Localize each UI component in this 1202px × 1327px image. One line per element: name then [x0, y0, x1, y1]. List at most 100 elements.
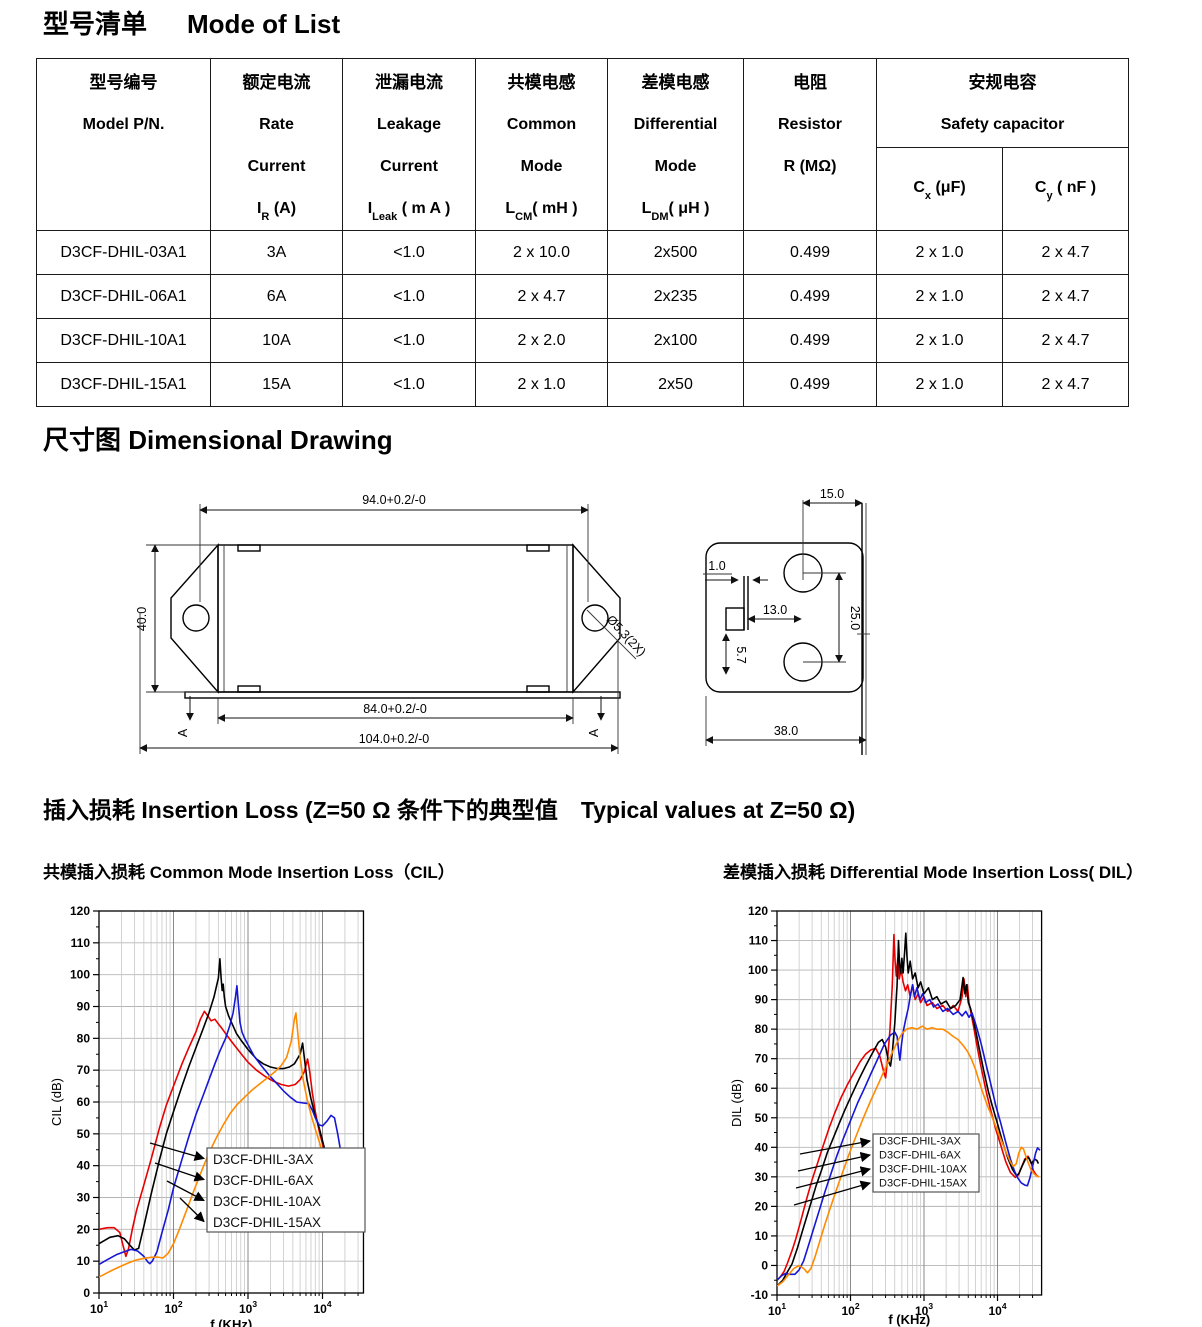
model-list-table: 型号编号 Model P/N. 额定电流 Rate Current IR (A)…: [36, 58, 1129, 407]
cil-chart: 0 10 20 30 40 50 60 70 80 90 100 110 120 101 102 103 104…: [49, 904, 366, 1327]
cell-leakage: <1.0: [342, 274, 476, 319]
cell-ldm: 2x500: [607, 230, 744, 275]
cil-chart-title: 共模插入损耗 Common Mode Insertion Loss（CIL）: [43, 863, 455, 882]
col-header-common-mode: 共模电感 Common Mode LCM( mH ): [475, 58, 608, 231]
y-axis-label: CIL (dB): [49, 1078, 64, 1126]
cell-ldm: 2x100: [607, 318, 744, 363]
cell-cx: 2 x 1.0: [876, 230, 1003, 275]
section-mark-a-right: A: [587, 728, 601, 737]
dim-40: 40.0: [135, 607, 149, 631]
table-row: D3CF-DHIL-15A1 15A <1.0 2 x 1.0 2x50 0.4…: [36, 362, 1129, 407]
series-D3CF-DHIL-10AX: [777, 984, 1041, 1281]
dim-hole: Ø5.3(2X): [604, 612, 649, 659]
section-mark-a-left: A: [176, 728, 190, 737]
legend-box: [872, 1133, 980, 1193]
dim-84: 84.0+0.2/-0: [363, 702, 427, 716]
svg-text:20: 20: [77, 1222, 91, 1236]
cell-lcm: 2 x 1.0: [475, 362, 608, 407]
front-view: 94.0+0.2/-0 40.0 84.0+0.2/-0 104.0+0.2/-…: [135, 493, 649, 754]
cell-cy: 2 x 4.7: [1002, 362, 1129, 407]
insertion-loss-title: 插入损耗 Insertion Loss (Z=50 Ω 条件下的典型值 Typi…: [43, 797, 856, 823]
cell-ldm: 2x50: [607, 362, 744, 407]
col-header-safety-capacitor: 安规电容 Safety capacitor: [876, 58, 1129, 148]
dim-13: 13.0: [763, 603, 787, 617]
svg-text:102: 102: [164, 1299, 182, 1316]
cell-cy: 2 x 4.7: [1002, 230, 1129, 275]
cell-rate: 10A: [210, 318, 343, 363]
dim-25: 25.0: [848, 606, 862, 630]
cell-leakage: <1.0: [342, 230, 476, 275]
side-view: 15.0 25.0 1.0 13.0 5.7 38.0: [703, 487, 870, 755]
cell-cx: 2 x 1.0: [876, 274, 1003, 319]
cell-r: 0.499: [743, 230, 877, 275]
cell-r: 0.499: [743, 318, 877, 363]
series-D3CF-DHIL-15AX: [777, 1025, 1040, 1287]
cell-rate: 3A: [210, 230, 343, 275]
dim-104: 104.0+0.2/-0: [359, 732, 430, 746]
legend-label: D3CF-DHIL-6AX: [879, 1150, 962, 1162]
col-header-resistor: 电阻 Resistor R (MΩ): [743, 58, 877, 231]
svg-text:90: 90: [755, 993, 769, 1007]
cell-model: D3CF-DHIL-10A1: [36, 318, 211, 363]
svg-text:101: 101: [768, 1301, 786, 1318]
svg-text:100: 100: [70, 968, 90, 982]
cell-lcm: 2 x 2.0: [475, 318, 608, 363]
cell-cy: 2 x 4.7: [1002, 274, 1129, 319]
svg-text:110: 110: [749, 934, 769, 948]
dim-1: 1.0: [708, 559, 725, 573]
x-axis-label: f (KHz): [888, 1312, 930, 1327]
dimensional-drawing: 94.0+0.2/-0 40.0 84.0+0.2/-0 104.0+0.2/-…: [135, 487, 870, 755]
svg-text:0: 0: [761, 1258, 768, 1272]
cell-r: 0.499: [743, 362, 877, 407]
cell-model: D3CF-DHIL-15A1: [36, 362, 211, 407]
cell-cx: 2 x 1.0: [876, 362, 1003, 407]
col-header-model: 型号编号 Model P/N.: [36, 58, 211, 231]
cell-leakage: <1.0: [342, 362, 476, 407]
svg-text:0: 0: [83, 1286, 90, 1300]
model-list-title: 型号清单 Mode of List: [43, 4, 340, 41]
legend-box: [206, 1147, 366, 1233]
svg-text:50: 50: [755, 1111, 769, 1125]
cell-model: D3CF-DHIL-06A1: [36, 274, 211, 319]
svg-text:102: 102: [841, 1301, 859, 1318]
svg-text:100: 100: [748, 963, 768, 977]
x-axis-label: f (KHz): [210, 1317, 252, 1327]
legend-label: D3CF-DHIL-3AX: [213, 1152, 314, 1167]
table-row: D3CF-DHIL-03A1 3A <1.0 2 x 10.0 2x500 0.…: [36, 230, 1129, 275]
mounting-hole-left: [182, 604, 210, 632]
col-header-leakage-current: 泄漏电流 Leakage Current ILeak ( m A ): [342, 58, 476, 231]
svg-text:70: 70: [755, 1052, 769, 1066]
svg-text:110: 110: [71, 936, 91, 950]
legend-label: D3CF-DHIL-6AX: [213, 1173, 314, 1188]
dimension-title: 尺寸图 Dimensional Drawing: [43, 425, 393, 455]
svg-text:-10: -10: [751, 1288, 769, 1302]
svg-text:60: 60: [77, 1095, 91, 1109]
svg-text:10: 10: [77, 1254, 91, 1268]
col-header-differential-mode: 差模电感 Differential Mode LDM( μH ): [607, 58, 744, 231]
cell-lcm: 2 x 4.7: [475, 274, 608, 319]
svg-text:90: 90: [77, 1000, 91, 1014]
cell-ldm: 2x235: [607, 274, 744, 319]
cell-r: 0.499: [743, 274, 877, 319]
series-D3CF-DHIL-6AX: [777, 932, 1040, 1287]
cell-leakage: <1.0: [342, 318, 476, 363]
dim-15: 15.0: [820, 487, 844, 501]
svg-text:120: 120: [748, 904, 768, 918]
cell-lcm: 2 x 10.0: [475, 230, 608, 275]
svg-text:10: 10: [755, 1229, 769, 1243]
svg-text:30: 30: [755, 1170, 769, 1184]
dim-38: 38.0: [774, 724, 798, 738]
legend-label: D3CF-DHIL-10AX: [879, 1164, 968, 1176]
mounting-hole-right: [581, 604, 609, 632]
model-list-title-zh: 型号清单: [43, 9, 148, 39]
svg-text:104: 104: [988, 1301, 1006, 1318]
svg-text:104: 104: [313, 1299, 331, 1316]
svg-text:40: 40: [77, 1159, 91, 1173]
cell-rate: 15A: [210, 362, 343, 407]
svg-text:101: 101: [90, 1299, 108, 1316]
svg-text:60: 60: [755, 1081, 769, 1095]
legend-label: D3CF-DHIL-10AX: [213, 1194, 321, 1209]
svg-text:20: 20: [755, 1199, 769, 1213]
